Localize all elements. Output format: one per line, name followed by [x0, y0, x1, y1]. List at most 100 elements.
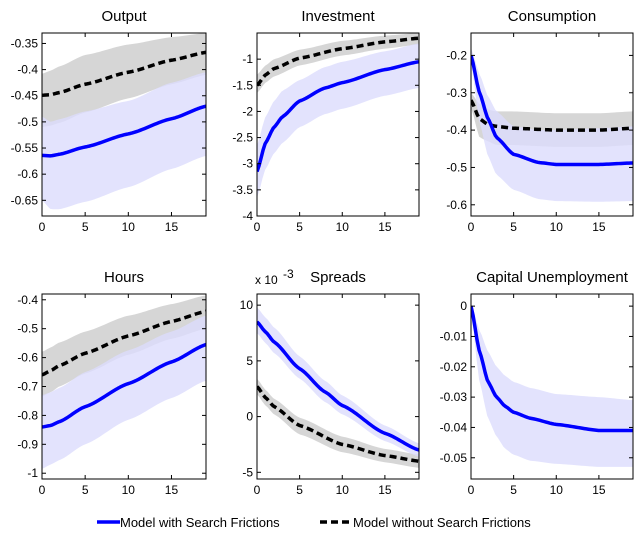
panel-title: Hours — [104, 269, 144, 286]
y-tick-label: -0.35 — [11, 36, 39, 50]
chart-panel-4: 0 5 10 15 -1 -0.9 -0.8 -0.7 -0.6 -0.5 -0.4 Hours — [17, 269, 207, 497]
legend: Model with Search Frictions Model withou… — [97, 515, 531, 530]
y-tick-label: -0.05 — [440, 451, 468, 465]
y-tick-label: -1.5 — [232, 78, 253, 92]
y-tick-label: -0.7 — [17, 380, 38, 394]
band-with-search-frictions — [257, 307, 419, 457]
legend-label-with-search-frictions: Model with Search Frictions — [120, 515, 280, 530]
y-tick-label: -1 — [27, 466, 38, 480]
plot-frame — [470, 32, 634, 217]
line-without-search-frictions — [257, 385, 419, 463]
line-with-search-frictions — [257, 60, 419, 173]
line-with-search-frictions — [471, 54, 633, 167]
line-with-search-frictions — [471, 305, 633, 433]
panel-title: Consumption — [508, 8, 596, 25]
plot-area — [42, 33, 206, 210]
x-tick-label: 5 — [82, 220, 89, 234]
band-without-search-frictions — [257, 378, 419, 468]
x-tick-label: 10 — [336, 220, 350, 234]
line-with-search-frictions — [257, 320, 419, 452]
y-tick-label: -0.01 — [440, 329, 468, 343]
plot-frame — [256, 293, 420, 480]
y-tick-label: -0.65 — [11, 193, 39, 207]
y-tick-label: -2 — [242, 104, 253, 118]
x-tick-label: 15 — [592, 220, 606, 234]
x-tick-label: 10 — [122, 483, 136, 497]
plot-area — [257, 33, 419, 198]
band-with-search-frictions — [471, 303, 633, 467]
y-tick-label: -0.4 — [446, 123, 467, 137]
x-tick-label: 0 — [468, 220, 475, 234]
x-tick-label: 5 — [296, 483, 303, 497]
y-tick-label: -0.03 — [440, 390, 468, 404]
y-tick-label: -0.4 — [17, 293, 38, 307]
panel-title: Spreads — [310, 269, 366, 286]
x-tick-label: 0 — [468, 483, 475, 497]
band-without-search-frictions — [42, 33, 206, 128]
y-tick-label: -0.3 — [446, 86, 467, 100]
panels: 0 5 10 15-0.65-0.6-0.55-0.5-0.45-0.4-0.35Ou… — [11, 8, 634, 497]
panel-title: Output — [101, 8, 147, 25]
x-tick-label: 15 — [378, 483, 392, 497]
y-tick-label: -3 — [242, 157, 253, 171]
y-tick-label: -0.6 — [446, 198, 467, 212]
y-tick-label: 0 — [460, 299, 467, 313]
x-tick-label: 10 — [122, 220, 136, 234]
panel-title: Capital Unemployment — [476, 269, 629, 286]
y-tick-label: -0.8 — [17, 408, 38, 422]
x-tick-label: 10 — [550, 220, 564, 234]
chart-panel-1: 0 5 10 15 -0.65 -0.6 -0.55 -0.5 -0.45 -0.4 -0.35 Ou… — [11, 8, 207, 234]
x-tick-label: 10 — [550, 483, 564, 497]
y-tick-label: -5 — [242, 465, 253, 479]
y-tick-label: -0.02 — [440, 360, 468, 374]
y-tick-label: -0.6 — [17, 167, 38, 181]
y-tick-label: -0.2 — [446, 48, 467, 62]
y-tick-label: -3.5 — [232, 183, 253, 197]
y-tick-label: -1 — [242, 52, 253, 66]
y-tick-label: -0.04 — [440, 420, 468, 434]
x-tick-label: 5 — [510, 483, 517, 497]
line-with-search-frictions — [42, 104, 206, 158]
line-without-search-frictions — [42, 309, 206, 377]
band-without-search-frictions — [42, 295, 206, 397]
band-with-search-frictions — [42, 315, 206, 469]
plot-area — [42, 295, 206, 469]
line-with-search-frictions — [42, 342, 206, 429]
line-without-search-frictions — [471, 99, 633, 132]
y-tick-label: -0.9 — [17, 437, 38, 451]
x-tick-label: 15 — [165, 483, 179, 497]
chart-panel-3: 0 5 10 15 -0.6 -0.5 -0.4 -0.3 -0.2 Consumption — [446, 8, 634, 234]
x-tick-label: 0 — [254, 483, 261, 497]
y-tick-label: -0.6 — [17, 351, 38, 365]
line-without-search-frictions — [257, 36, 419, 87]
legend-label-without-search-frictions: Model without Search Frictions — [353, 515, 531, 530]
y-tick-label: 5 — [246, 354, 253, 368]
plot-area — [257, 307, 419, 468]
y-tick-label: -0.5 — [446, 160, 467, 174]
y-tick-label: -0.45 — [11, 89, 39, 103]
x-tick-label: 0 — [254, 220, 261, 234]
line-without-search-frictions — [42, 50, 206, 97]
x-tick-label: 0 — [39, 483, 46, 497]
x-tick-label: 5 — [82, 483, 89, 497]
band-with-search-frictions — [42, 72, 206, 210]
chart-panel-2: 0 5 10 15 -4 -3.5 -3 -2.5 -2 -1.5 -1 Investment — [232, 8, 420, 234]
y-exponent-label: x 10 — [255, 273, 278, 287]
band-with-search-frictions — [257, 43, 419, 198]
y-tick-label: -2.5 — [232, 131, 253, 145]
x-tick-label: 15 — [378, 220, 392, 234]
plot-area — [471, 303, 633, 467]
y-tick-label: 0 — [246, 410, 253, 424]
plot-frame — [41, 32, 207, 217]
x-tick-label: 15 — [165, 220, 179, 234]
y-tick-label: 10 — [240, 298, 254, 312]
y-tick-label: -0.55 — [11, 141, 39, 155]
x-tick-label: 10 — [336, 483, 350, 497]
y-tick-label: -0.4 — [17, 63, 38, 77]
plot-frame — [256, 32, 420, 217]
band-without-search-frictions — [257, 33, 419, 94]
y-tick-label: -0.5 — [17, 115, 38, 129]
x-tick-label: 5 — [296, 220, 303, 234]
